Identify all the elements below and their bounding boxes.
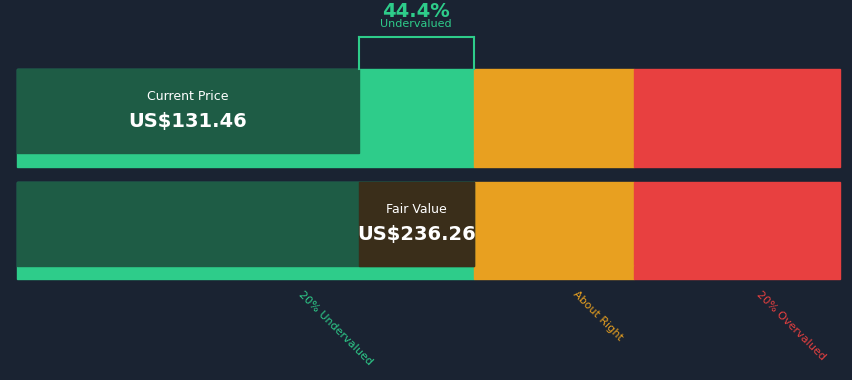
Bar (17, 182, 474, 266)
Text: About Right: About Right (571, 290, 625, 343)
Text: Fair Value: Fair Value (385, 203, 446, 216)
Text: Current Price: Current Price (147, 90, 228, 103)
Bar (634, 182, 839, 266)
Bar (634, 266, 839, 279)
Bar (358, 182, 474, 266)
Bar (474, 182, 634, 266)
Text: 20% Overvalued: 20% Overvalued (753, 290, 826, 362)
Bar (634, 153, 839, 168)
Text: 20% Undervalued: 20% Undervalued (296, 290, 374, 367)
Bar (474, 153, 634, 168)
Text: Undervalued: Undervalued (380, 19, 452, 29)
Bar (17, 69, 474, 153)
Bar (17, 69, 358, 153)
Bar (17, 182, 474, 266)
Bar (17, 153, 474, 168)
Bar (474, 266, 634, 279)
Text: US$236.26: US$236.26 (356, 225, 475, 244)
Text: US$131.46: US$131.46 (129, 112, 247, 131)
Text: 44.4%: 44.4% (382, 2, 450, 21)
Bar (17, 266, 474, 279)
Bar (474, 69, 634, 153)
Bar (634, 69, 839, 153)
